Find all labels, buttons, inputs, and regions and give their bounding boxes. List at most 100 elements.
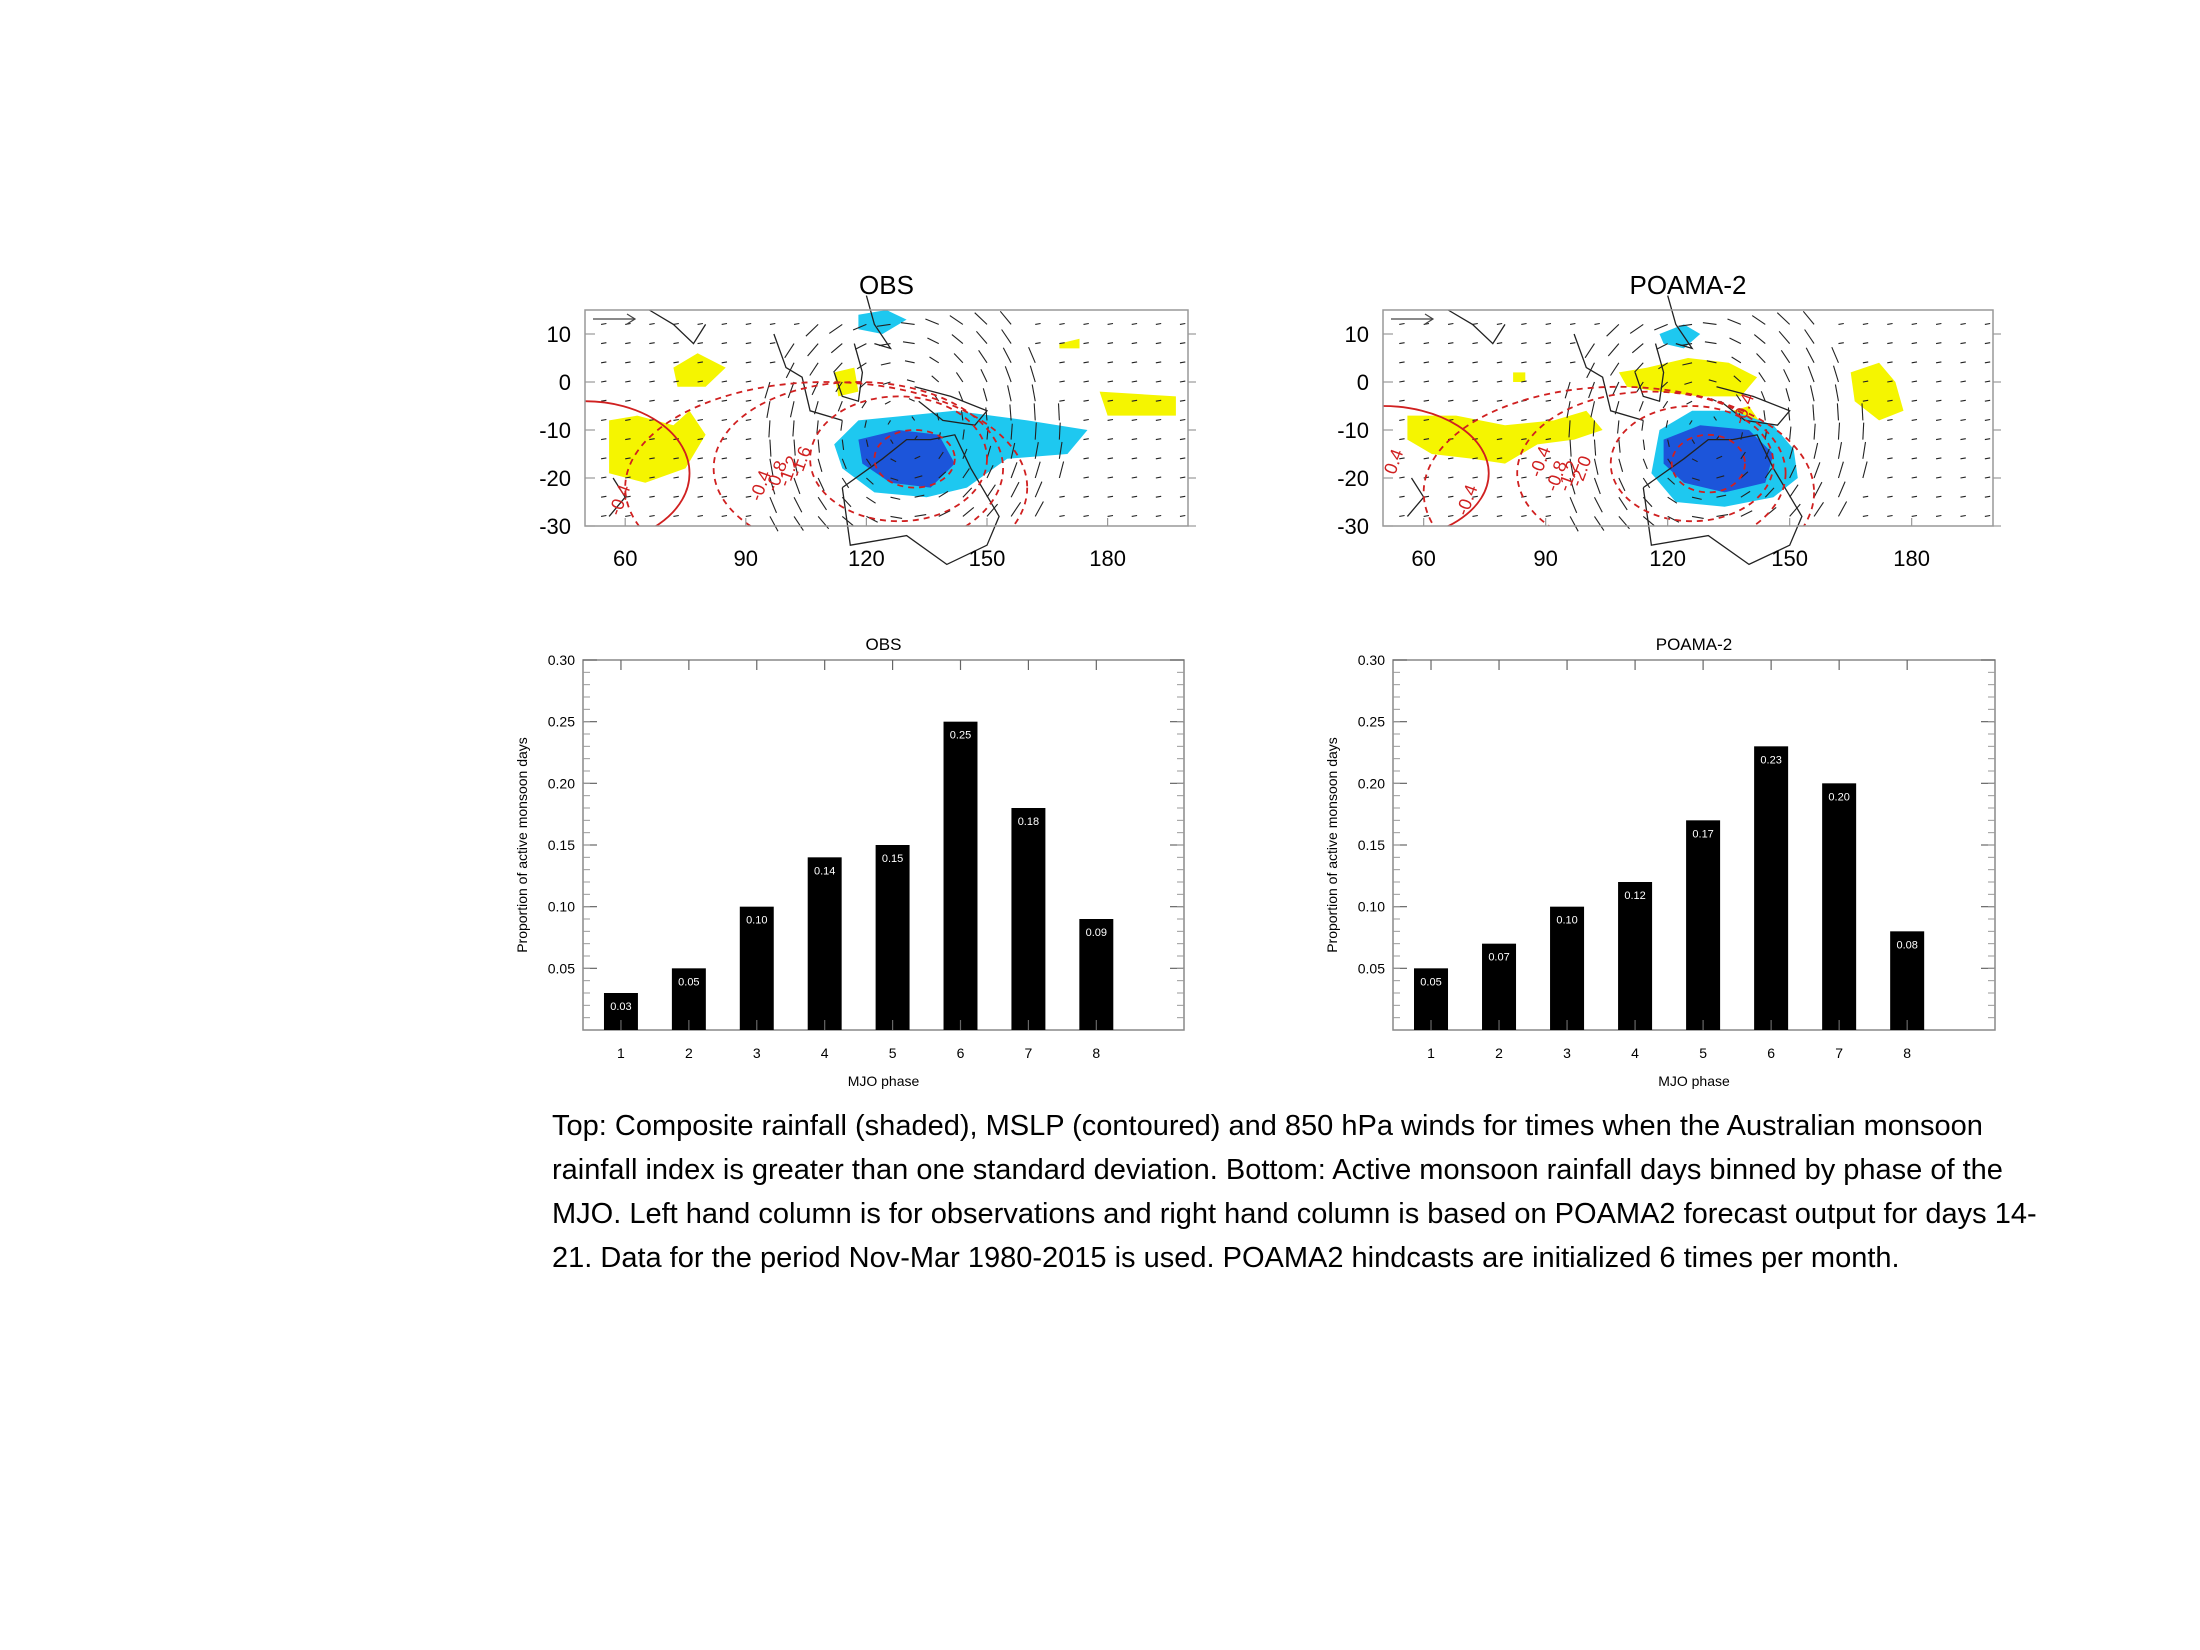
x-tick-label: 1 [617,1045,625,1061]
y-tick-label: -10 [539,418,571,443]
wind-vector [1911,476,1918,479]
wind-vector [1545,399,1552,402]
bar-value-label: 0.17 [1692,828,1713,840]
wind-vector [1813,442,1819,459]
wind-vector [1704,341,1717,345]
wind-vector [1083,495,1089,498]
wind-vector [1764,468,1773,479]
wind-vector [1751,315,1766,325]
x-tick-label: 2 [685,1045,693,1061]
coastline [914,386,989,426]
wind-vector [854,343,867,350]
wind-vector [1131,495,1138,498]
wind-vector [1642,477,1651,489]
wind-vector [953,353,964,364]
wind-vector [745,476,752,479]
wind-vector [721,342,728,345]
wind-vector [1057,403,1060,421]
x-tick-label: 120 [848,546,885,571]
wind-vector [1496,476,1503,479]
rainfall-shading-dark-blue [1663,425,1774,493]
wind-vector [600,399,607,402]
wind-vector [1641,420,1644,431]
wind-vector [1935,438,1942,441]
wind-vector [1606,324,1620,337]
wind-vector [817,516,830,530]
wind-vector [880,362,891,366]
wind-vector [1716,455,1723,460]
coastline [841,434,1000,566]
wind-vector [1760,391,1766,402]
y-tick-label: -20 [1337,466,1369,491]
wind-vector [1713,416,1717,421]
wind-vector [600,514,607,517]
wind-vector [1861,403,1864,421]
wind-vector [1960,476,1966,479]
wind-vector [1399,399,1405,402]
wind-vector [1785,388,1791,402]
wind-vector [1935,342,1942,345]
wind-vector [1708,379,1717,383]
bar-phase-7 [1822,783,1857,1030]
wind-vector [1594,322,1600,325]
wind-vector [890,439,894,444]
wind-vector [1960,457,1966,460]
wind-vector [1834,384,1840,402]
wind-vector [1862,422,1865,440]
x-tick-label: 3 [753,1045,761,1061]
wind-vector [1960,342,1966,345]
wind-vector [1035,342,1041,345]
y-tick-label: 0.25 [1358,714,1385,730]
wind-vector [768,420,771,438]
wind-vector [1521,418,1527,421]
wind-vector [1107,495,1114,498]
wind-vector [960,410,964,421]
bar-phase-5 [875,845,910,1030]
figure-caption: Top: Composite rainfall (shaded), MSLP (… [552,1110,2037,1274]
wind-vector [1107,342,1114,345]
y-tick-label: -20 [539,466,571,491]
wind-vector [1911,380,1918,383]
wind-vector [649,438,655,441]
x-tick-label: 6 [1767,1045,1775,1061]
wind-vector [841,477,850,489]
wind-vector [914,455,921,460]
x-tick-label: 5 [889,1045,897,1061]
wind-vector [1009,404,1012,421]
wind-vector [1496,418,1503,421]
wind-vector [1545,342,1552,345]
wind-vector [1735,394,1742,402]
positive-rainfall-shading [1850,362,1904,421]
wind-vector [1472,399,1478,402]
wind-vector [1729,337,1742,345]
wind-vector [1107,476,1114,479]
wind-vector [625,399,631,402]
wind-vector [1804,329,1815,344]
wind-vector [1010,501,1022,517]
wind-vector [1545,438,1552,441]
wind-vector [649,399,655,402]
wind-vector [1862,322,1869,325]
wind-vector [793,516,804,531]
wind-vector [745,457,752,460]
wind-vector [1034,422,1037,440]
bar-value-label: 0.25 [950,730,971,742]
wind-vector [721,380,728,383]
wind-vector [841,515,854,527]
wind-vector [673,380,679,383]
wind-vector [929,356,940,364]
wind-vector [697,342,703,345]
obs-bar-chart: OBS 0.05 0.10 0.15 0.20 0.25 0.30 0.03 1 0.05 2 0.1… [514,635,1185,1089]
wind-vector [1911,342,1918,345]
wind-vector [1984,514,1991,517]
x-tick-label: 5 [1699,1045,1707,1061]
wind-vector [1083,342,1089,345]
wind-vector [962,487,973,498]
bar-phase-6 [1754,746,1789,1030]
bar-value-label: 0.09 [1086,927,1107,939]
wind-vector [769,477,776,495]
wind-vector [673,322,679,325]
wind-vector [1618,477,1626,492]
wind-vector [1569,439,1572,457]
wind-vector [1107,322,1114,325]
